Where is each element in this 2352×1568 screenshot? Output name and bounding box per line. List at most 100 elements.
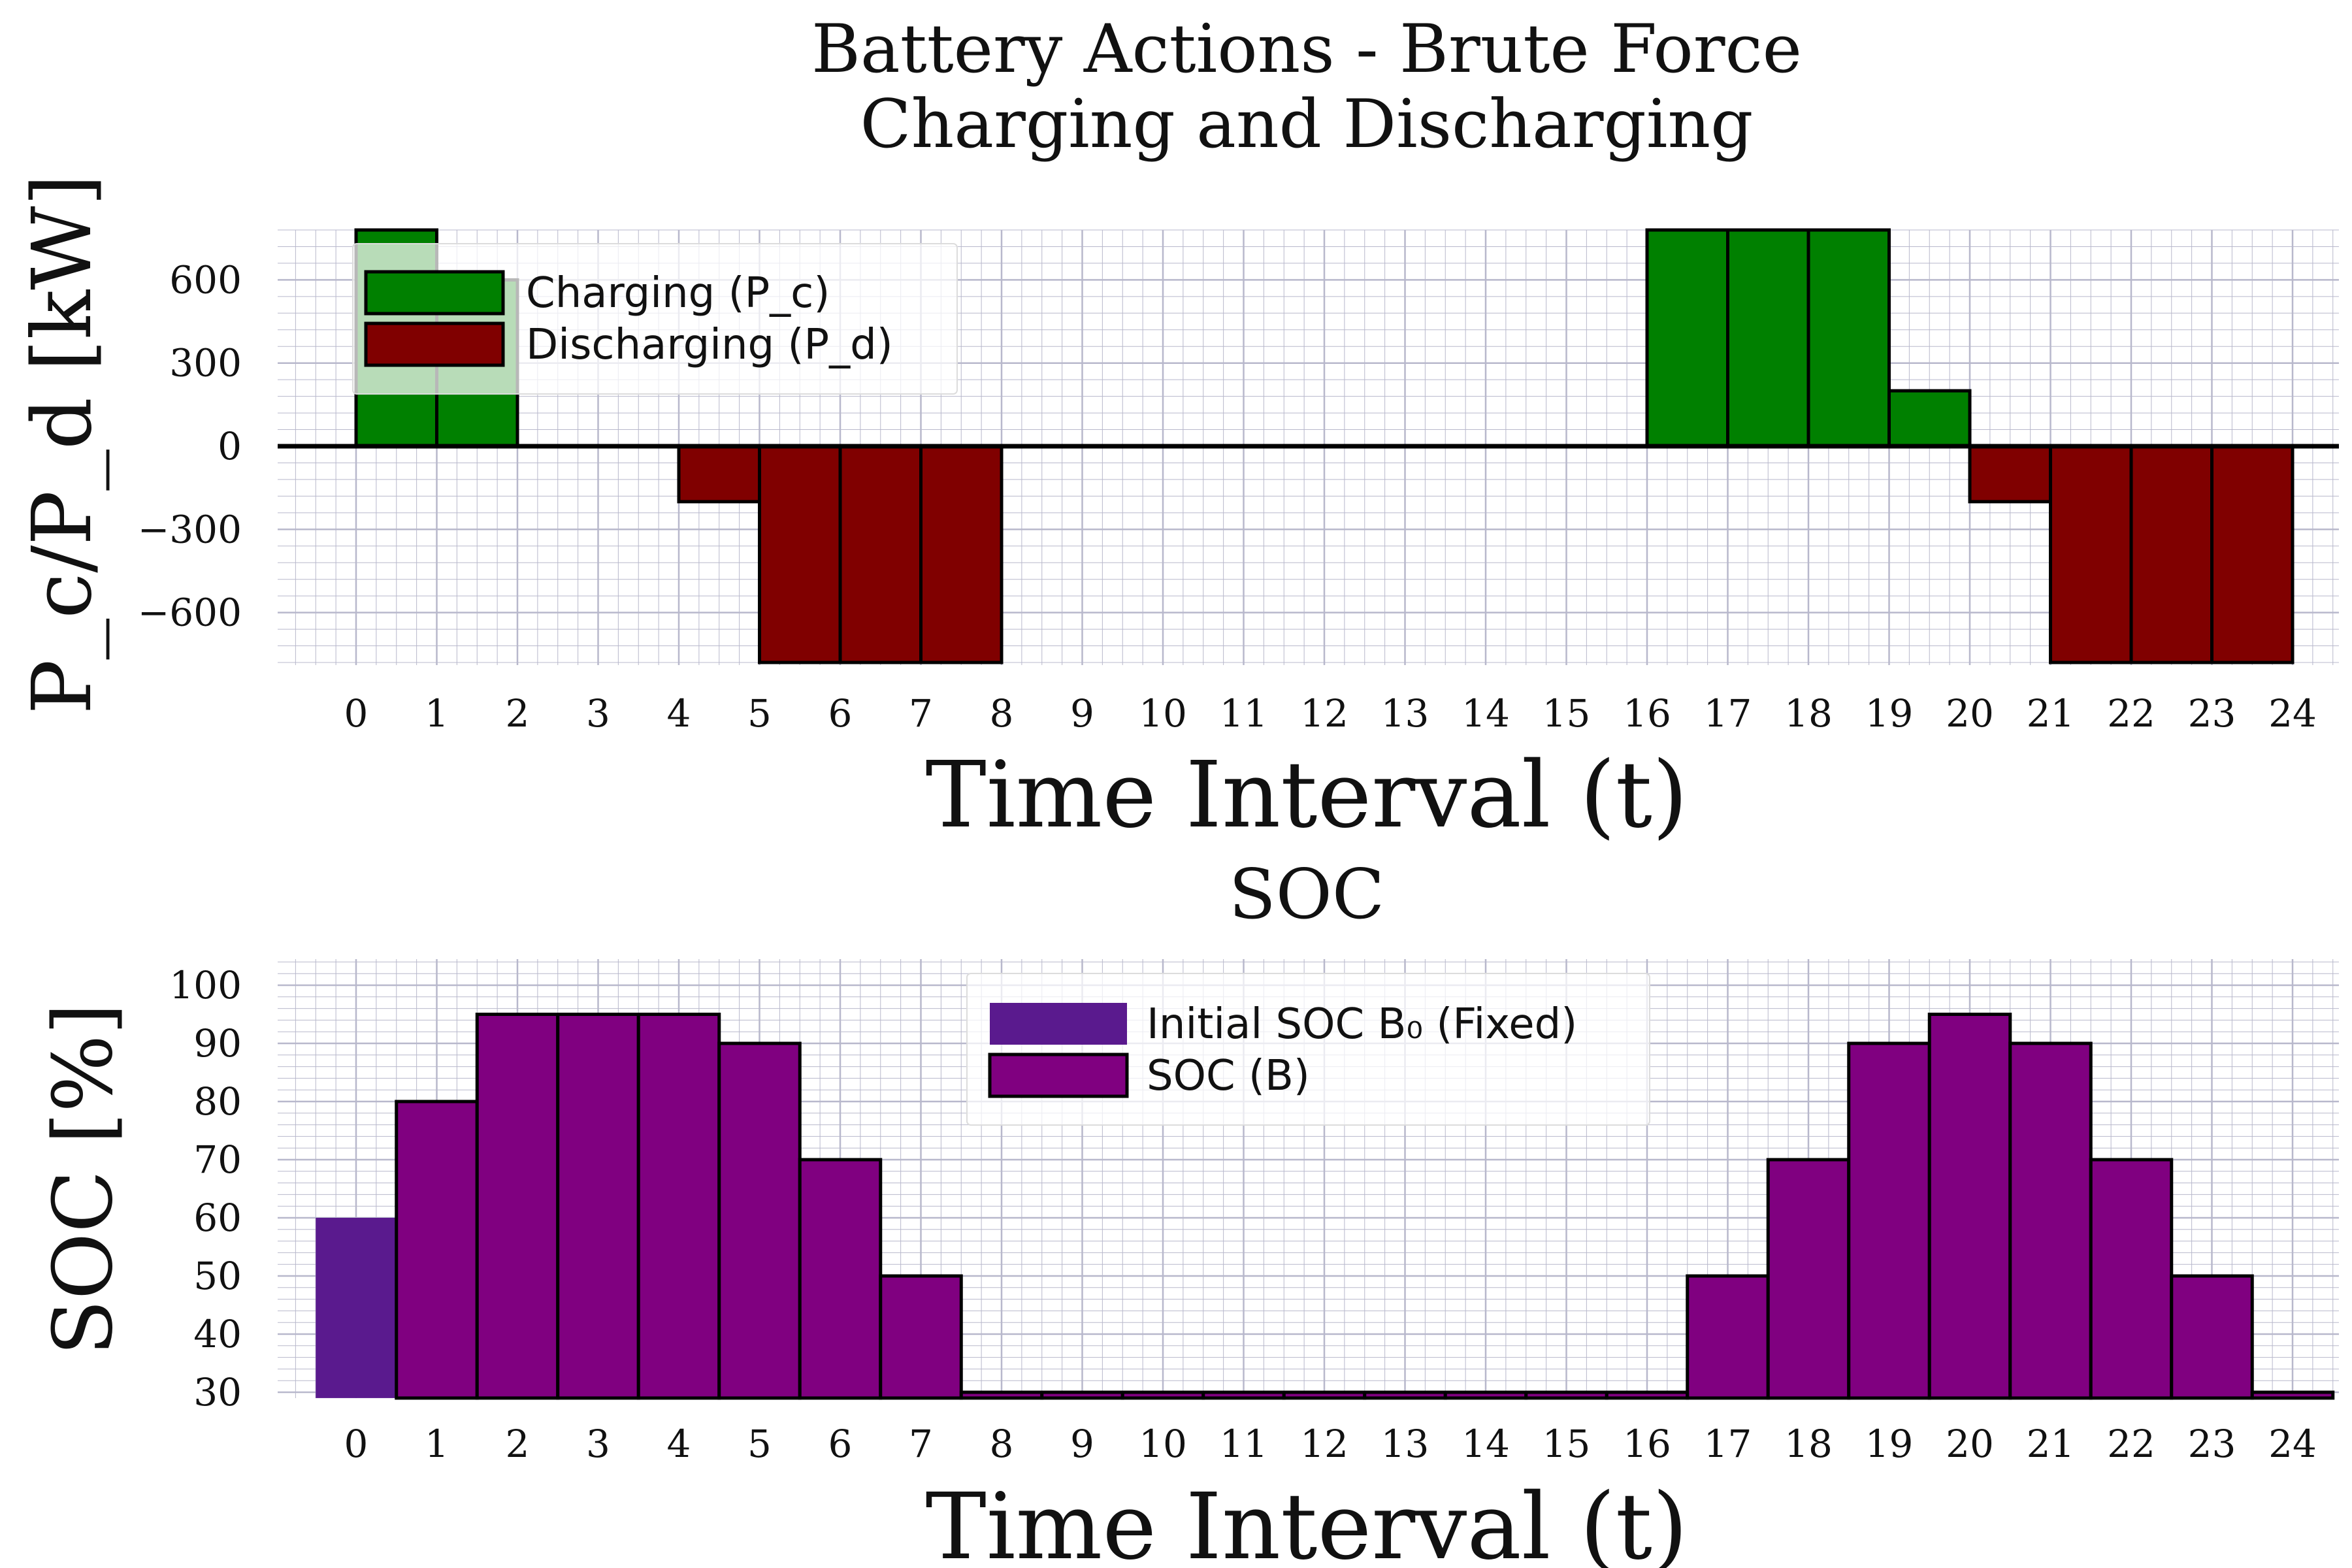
legend-swatch-charging <box>364 270 505 316</box>
soc-bar <box>1927 1013 2012 1400</box>
x-tick-label: 13 <box>1381 691 1429 736</box>
x-tick-label: 22 <box>2107 1422 2155 1466</box>
soc-bar <box>717 1041 802 1400</box>
soc-bar <box>1524 1390 1609 1400</box>
y-axis-label: SOC [%] <box>36 1003 131 1356</box>
x-tick-label: 5 <box>747 691 772 736</box>
x-tick-label: 12 <box>1300 1422 1348 1466</box>
y-tick-label: −300 <box>138 507 242 551</box>
soc-bar <box>2008 1041 2093 1400</box>
y-tick-label: 90 <box>193 1021 242 1066</box>
y-axis-label: P_c/P_d [kW] <box>15 174 110 715</box>
x-tick-label: 1 <box>425 1422 449 1466</box>
x-tick-label: 23 <box>2188 691 2236 736</box>
x-tick-label: 1 <box>425 691 449 736</box>
x-tick-label: 6 <box>828 1422 853 1466</box>
x-tick-label: 11 <box>1220 1422 1268 1466</box>
soc-bar <box>1847 1041 1931 1400</box>
x-tick-label: 8 <box>990 691 1014 736</box>
y-tick-label: 300 <box>169 341 242 385</box>
x-tick-label: 8 <box>990 1422 1014 1466</box>
soc-bar <box>1040 1390 1124 1400</box>
soc-chart-title: SOC <box>1229 855 1384 934</box>
soc-bar <box>959 1390 1044 1400</box>
discharging-bar <box>677 444 761 504</box>
x-axis-label: Time Interval (t) <box>925 1474 1688 1568</box>
discharging-bar <box>919 444 1004 664</box>
soc-bar <box>2250 1390 2335 1400</box>
legend-swatch-soc <box>988 1053 1129 1098</box>
soc-bar <box>1201 1390 1286 1400</box>
x-tick-label: 11 <box>1220 691 1268 736</box>
y-tick-label: 70 <box>193 1137 242 1182</box>
charging-bar <box>1645 228 1729 448</box>
y-tick-label: 30 <box>193 1370 242 1414</box>
y-tick-label: 600 <box>169 257 242 302</box>
discharging-bar <box>2049 444 2133 664</box>
x-tick-label: 16 <box>1623 691 1671 736</box>
discharging-bar <box>1968 444 2052 504</box>
discharging-bar <box>2129 444 2213 664</box>
x-tick-label: 19 <box>1865 1422 1914 1466</box>
legend-swatch-initial-soc <box>990 1003 1127 1045</box>
soc-bar <box>1120 1390 1205 1400</box>
y-tick-label: 0 <box>218 424 242 468</box>
discharging-bar <box>838 444 923 664</box>
x-tick-label: 21 <box>2027 1422 2075 1466</box>
soc-bar <box>2170 1274 2254 1400</box>
x-tick-label: 7 <box>909 1422 933 1466</box>
x-tick-label: 2 <box>506 691 530 736</box>
x-tick-label: 4 <box>667 1422 691 1466</box>
x-tick-label: 20 <box>1946 691 1994 736</box>
soc-bar <box>1443 1390 1528 1400</box>
discharging-bar <box>2210 444 2295 664</box>
legend-label-charging: Charging (P_c) <box>526 269 830 318</box>
x-tick-label: 0 <box>344 1422 368 1466</box>
x-tick-label: 20 <box>1946 1422 1994 1466</box>
soc-bar <box>1363 1390 1447 1400</box>
y-tick-label: 60 <box>193 1196 242 1240</box>
soc-bar <box>475 1013 560 1400</box>
x-tick-label: 23 <box>2188 1422 2236 1466</box>
x-tick-label: 17 <box>1704 691 1752 736</box>
x-tick-label: 19 <box>1865 691 1914 736</box>
x-tick-label: 16 <box>1623 1422 1671 1466</box>
soc-bar <box>1605 1390 1690 1400</box>
legend-swatch-discharging <box>364 321 505 367</box>
x-tick-label: 6 <box>828 691 853 736</box>
soc-bar <box>1766 1158 1851 1400</box>
soc-bar <box>1282 1390 1367 1400</box>
soc-bar <box>636 1013 721 1400</box>
x-tick-label: 14 <box>1462 691 1510 736</box>
y-tick-label: 80 <box>193 1079 242 1124</box>
x-tick-label: 14 <box>1462 1422 1510 1466</box>
x-tick-label: 18 <box>1784 691 1833 736</box>
y-tick-label: −600 <box>138 591 242 635</box>
x-tick-label: 0 <box>344 691 368 736</box>
y-tick-label: 40 <box>193 1312 242 1356</box>
x-tick-label: 4 <box>667 691 691 736</box>
x-tick-label: 18 <box>1784 1422 1833 1466</box>
legend: Charging (P_c)Discharging (P_d) <box>352 243 958 395</box>
soc-bar <box>2089 1158 2174 1400</box>
x-tick-label: 3 <box>586 691 610 736</box>
x-tick-label: 21 <box>2027 691 2075 736</box>
charging-bar <box>1806 228 1891 448</box>
x-tick-label: 24 <box>2268 1422 2317 1466</box>
soc-bar <box>395 1100 479 1400</box>
y-tick-label: 100 <box>169 963 242 1007</box>
legend: Initial SOC B₀ (Fixed)SOC (B) <box>966 973 1650 1126</box>
soc-bar <box>798 1158 883 1400</box>
legend-label-initial-soc: Initial SOC B₀ (Fixed) <box>1147 1000 1577 1049</box>
x-tick-label: 9 <box>1070 691 1094 736</box>
legend-label-discharging: Discharging (P_d) <box>526 321 893 369</box>
x-tick-label: 13 <box>1381 1422 1429 1466</box>
legend-label-soc: SOC (B) <box>1147 1052 1310 1100</box>
legend-box <box>966 973 1650 1126</box>
charging-bar <box>1887 389 1972 448</box>
x-axis-label: Time Interval (t) <box>925 742 1688 849</box>
x-tick-label: 22 <box>2107 691 2155 736</box>
